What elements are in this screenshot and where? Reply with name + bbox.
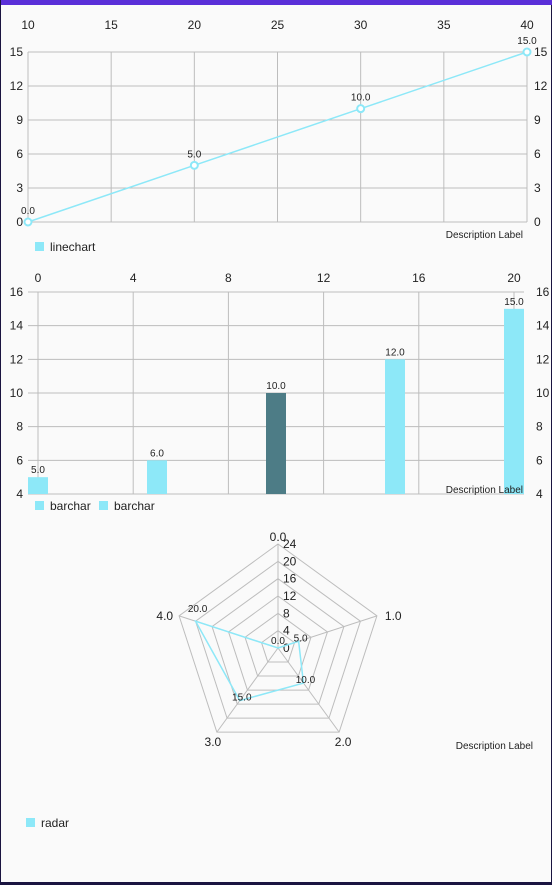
- radar-spoke: [216, 647, 279, 733]
- radar-spoke: [277, 647, 340, 733]
- value-label: 6.0: [150, 448, 164, 459]
- legend-label: linechart: [50, 240, 96, 254]
- x-tick-label: 40: [520, 18, 534, 32]
- value-label: 15.0: [232, 693, 252, 704]
- x-tick-label: 16: [412, 271, 426, 285]
- y-tick-label-left: 0: [16, 215, 23, 229]
- value-label: 10.0: [351, 93, 371, 104]
- y-tick-label-left: 6: [16, 453, 23, 467]
- x-tick-label: 30: [354, 18, 368, 32]
- x-tick-label: 15: [104, 18, 118, 32]
- data-point: [356, 104, 366, 114]
- value-label: 10.0: [296, 675, 316, 686]
- y-tick-label-left: 4: [16, 487, 23, 501]
- bar: [385, 359, 405, 494]
- r-tick-label: 12: [283, 589, 297, 603]
- y-tick-label-left: 16: [10, 285, 24, 299]
- bar: [147, 460, 167, 494]
- value-label: 5.0: [294, 633, 308, 644]
- y-tick-label-left: 15: [10, 45, 24, 59]
- bar-chart[interactable]: 0 4 8 12 16 20 4 4 6 6 8 8 10 10 12 12 14 14 16 16 5.0 6.0 10.…: [1, 265, 552, 515]
- y-tick-label-left: 9: [16, 113, 23, 127]
- y-tick-label-right: 6: [534, 147, 541, 161]
- radar-axis-label: 3.0: [205, 735, 222, 749]
- x-tick-label: 20: [507, 271, 521, 285]
- r-tick-label: 0: [283, 641, 290, 655]
- series-line: [27, 51, 528, 223]
- bar: [28, 477, 48, 494]
- legend-swatch: [35, 501, 44, 510]
- value-label: 5.0: [187, 149, 201, 160]
- value-label: 5.0: [31, 465, 45, 476]
- x-tick-label: 10: [21, 18, 35, 32]
- description-label: Description Label: [446, 230, 523, 241]
- y-tick-label-left: 6: [16, 147, 23, 161]
- y-tick-label-right: 8: [536, 420, 543, 434]
- x-tick-label: 4: [130, 271, 137, 285]
- radar-ring: [244, 612, 312, 677]
- y-tick-label-right: 3: [534, 181, 541, 195]
- y-tick-label-left: 12: [10, 352, 24, 366]
- y-tick-label-left: 3: [16, 181, 23, 195]
- r-tick-label: 24: [283, 537, 297, 551]
- radar-ring: [260, 630, 296, 663]
- y-tick-label-left: 8: [16, 420, 23, 434]
- value-label: 10.0: [266, 381, 286, 392]
- y-tick-label-left: 10: [10, 386, 24, 400]
- x-tick-label: 8: [225, 271, 232, 285]
- data-point: [522, 47, 532, 57]
- line-chart[interactable]: 10 15 20 25 30 35 40 0 0 3 3 6 6 9 9 12 12 15 15 0.0 5.0 10.0…: [1, 5, 552, 260]
- radar-axis-label: 0.0: [270, 530, 287, 544]
- legend-label: barchar: [114, 499, 155, 513]
- y-tick-label-right: 14: [536, 319, 550, 333]
- y-tick-label-left: 12: [10, 79, 24, 93]
- x-tick-label: 12: [317, 271, 331, 285]
- y-tick-label-right: 12: [534, 79, 548, 93]
- value-label: 12.0: [385, 347, 405, 358]
- legend-swatch: [26, 818, 35, 827]
- value-label: 0.0: [21, 206, 35, 217]
- x-tick-label: 25: [271, 18, 285, 32]
- legend-swatch: [99, 501, 108, 510]
- r-tick-label: 8: [283, 606, 290, 620]
- radar-ring: [178, 543, 378, 733]
- y-tick-label-right: 0: [534, 215, 541, 229]
- y-tick-label-right: 10: [536, 386, 550, 400]
- status-bar: [1, 0, 552, 5]
- radar-ring: [194, 560, 362, 719]
- x-tick-label: 0: [35, 271, 42, 285]
- radar-series: [193, 619, 305, 702]
- y-tick-label-right: 4: [536, 487, 543, 501]
- y-tick-label-left: 14: [10, 319, 24, 333]
- description-label: Description Label: [446, 485, 523, 496]
- bar: [266, 393, 286, 494]
- y-tick-label-right: 12: [536, 352, 550, 366]
- x-tick-label: 20: [188, 18, 202, 32]
- data-point: [189, 160, 199, 170]
- r-tick-label: 16: [283, 572, 297, 586]
- value-label: 15.0: [517, 36, 537, 47]
- y-tick-label-right: 6: [536, 453, 543, 467]
- value-label: 15.0: [504, 297, 524, 308]
- r-tick-label: 20: [283, 554, 297, 568]
- value-label: 0.0: [271, 636, 285, 647]
- radar-ring: [211, 578, 345, 705]
- y-tick-label-right: 9: [534, 113, 541, 127]
- data-point: [23, 217, 33, 227]
- x-tick-label: 35: [437, 18, 451, 32]
- y-tick-label-right: 15: [534, 45, 548, 59]
- value-label: 20.0: [188, 604, 208, 615]
- radar-axis-label: 4.0: [156, 609, 173, 623]
- description-label: Description Label: [456, 741, 533, 752]
- legend-label: radar: [41, 816, 69, 830]
- radar-axis-label: 2.0: [335, 735, 352, 749]
- legend-label: barchar: [50, 499, 91, 513]
- r-tick-label: 4: [283, 624, 290, 638]
- radar-axis-label: 1.0: [385, 609, 402, 623]
- y-tick-label-right: 16: [536, 285, 550, 299]
- bar: [504, 308, 524, 494]
- legend-swatch: [35, 242, 44, 251]
